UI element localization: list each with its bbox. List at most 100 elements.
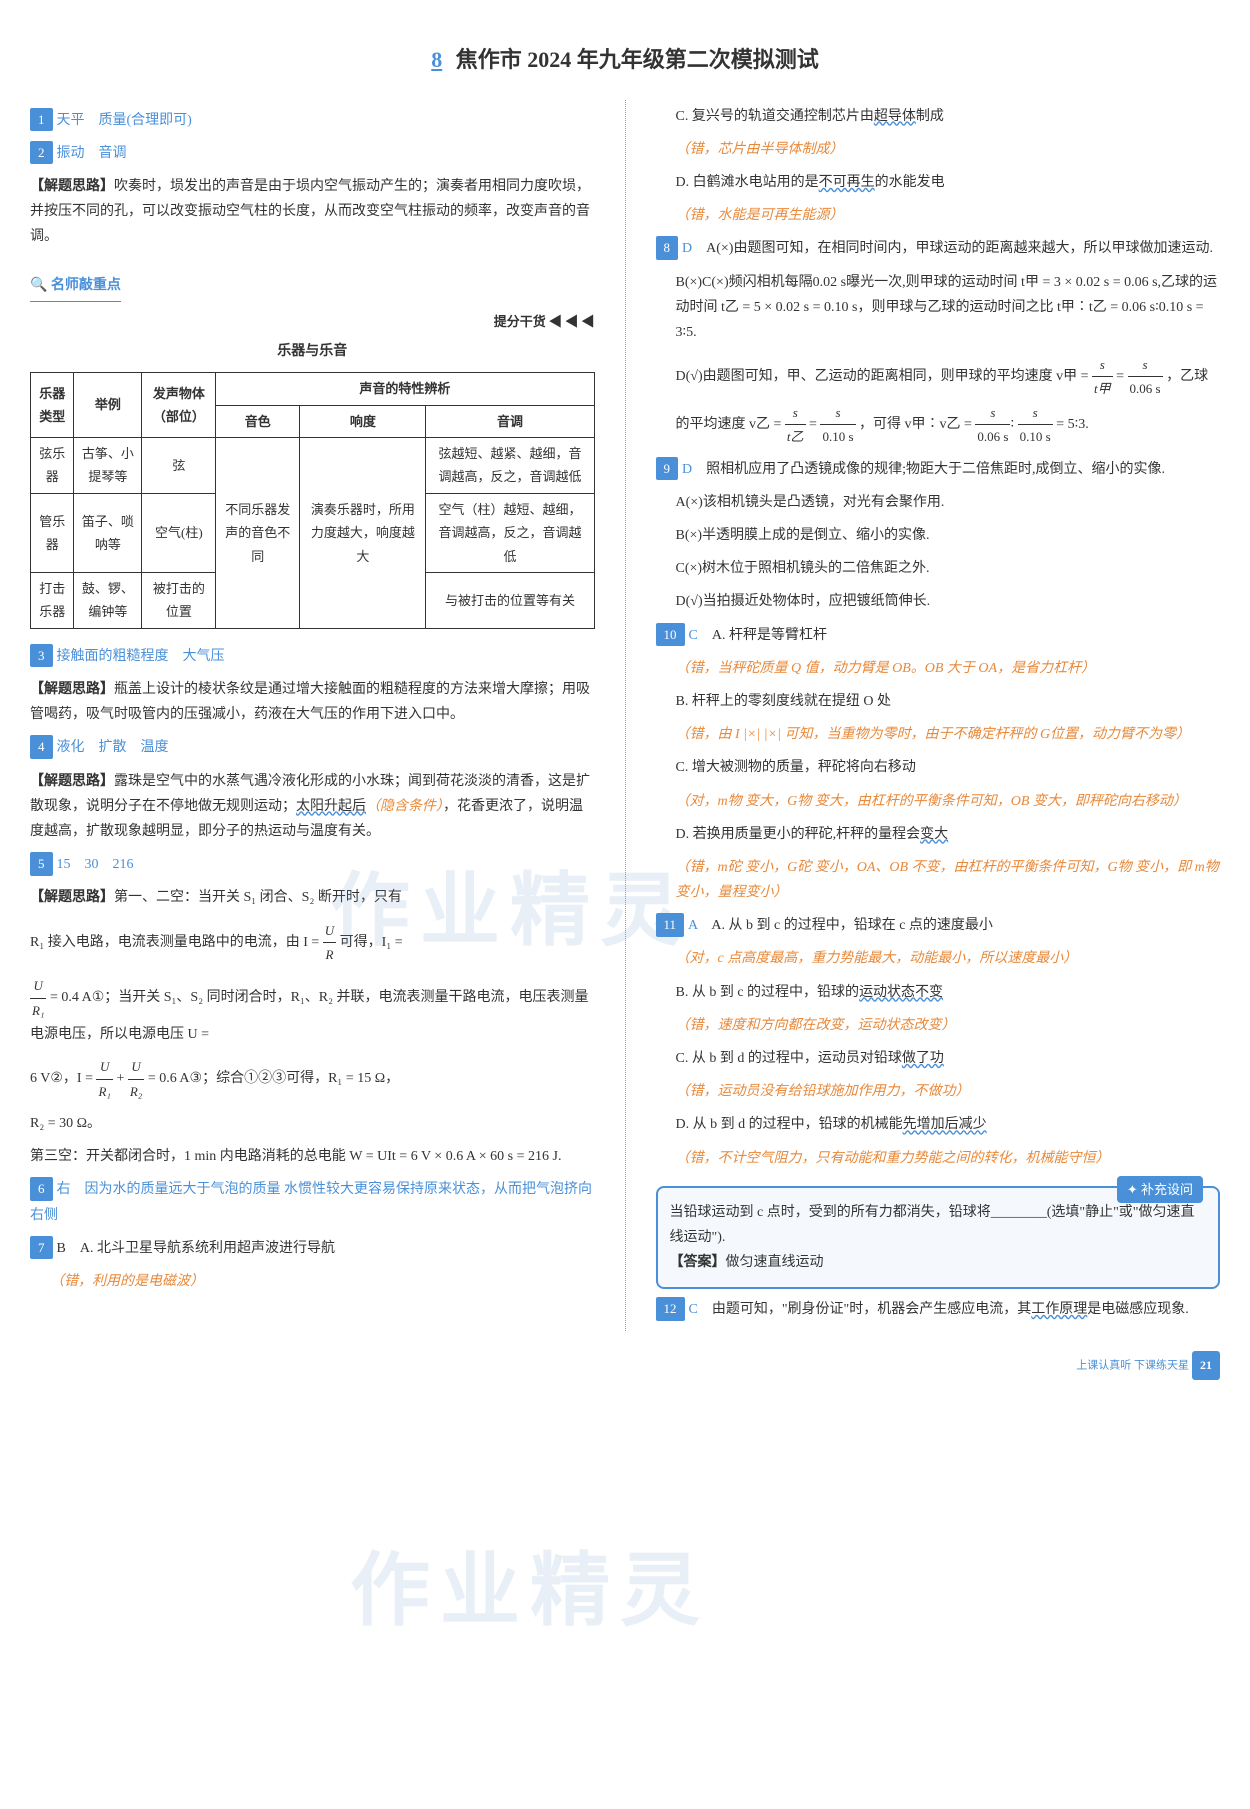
tips-right: 提分干货 ◀ ◀ ◀ xyxy=(30,310,595,333)
column-divider xyxy=(625,100,626,1331)
q4-num: 4 xyxy=(30,735,53,758)
q11-b-u: 运动状态不变 xyxy=(859,985,943,1000)
r3-body: 被打击的位置 xyxy=(142,573,216,629)
r1-type: 弦乐器 xyxy=(31,438,74,494)
q8-d3: ，可得 v甲∶v乙 = xyxy=(859,417,975,432)
q5-frac2: UR₁ xyxy=(30,974,46,1022)
q7c: C. 复兴号的轨道交通控制芯片由 xyxy=(676,109,874,124)
q8-a: A(×)由题图可知，在相同时间内，甲球运动的距离越来越大，所以甲球做加速运动. xyxy=(706,241,1213,256)
q5-p1: 第一、二空：当开关 S₁ 闭合、S₂ 断开时，只有 xyxy=(114,890,402,905)
q11-b-note: （错，速度和方向都在改变，运动状态改变） xyxy=(676,1013,1221,1038)
r2-body: 空气(柱) xyxy=(142,493,216,572)
q11-d: D. 从 b 到 d 的过程中，铅球的机械能 xyxy=(676,1117,903,1132)
q9-a: A(×)该相机镜头是凸透镜，对光有会聚作用. xyxy=(676,490,1221,515)
th-type: 乐器类型 xyxy=(31,373,74,438)
q10-c-note: （对，m物 变大，G物 变大，由杠杆的平衡条件可知，OB 变大，即秤砣向右移动） xyxy=(676,789,1221,814)
q11-b: B. 从 b 到 c 的过程中，铅球的 xyxy=(676,985,860,1000)
q5-ans: 15 30 216 xyxy=(57,857,134,872)
q5-p5: R₂ = 30 Ω。 xyxy=(30,1111,595,1136)
th-analysis: 声音的特性辨析 xyxy=(216,373,594,405)
instrument-table: 乐器类型 举例 发声物体（部位） 声音的特性辨析 音色 响度 音调 弦乐器 古筝… xyxy=(30,372,595,629)
q11-c-note: （错，运动员没有给铅球施加作用力，不做功） xyxy=(676,1079,1221,1104)
supplement-box: ✦ 补充设问 当铅球运动到 c 点时，受到的所有力都消失，铅球将________… xyxy=(656,1186,1221,1290)
q8-ans: D xyxy=(682,241,692,256)
th-pitch: 音调 xyxy=(426,405,594,437)
q4-underline: 太阳升起后 xyxy=(296,799,366,814)
q5-p4c: = 0.6 A③；综合①②③可得，R₁ = 15 Ω， xyxy=(148,1071,399,1086)
q10-c: C. 增大被测物的质量，秤砣将向右移动 xyxy=(676,755,1221,780)
page-footer: 上课认真听 下课练天星 21 xyxy=(30,1351,1220,1381)
r2-type: 管乐器 xyxy=(31,493,74,572)
q9-c: C(×)树木位于照相机镜头的二倍焦距之外. xyxy=(676,556,1221,581)
q2-num: 2 xyxy=(30,141,53,164)
q10-ans: C xyxy=(689,628,698,643)
q8-d4: = 5∶3. xyxy=(1056,417,1089,432)
r1-example: 古筝、小提琴等 xyxy=(74,438,142,494)
q8-f6: s0.10 s xyxy=(1018,401,1053,449)
r-loudness: 演奏乐器时，所用力度越大，响度越大 xyxy=(300,438,426,629)
th-loudness: 响度 xyxy=(300,405,426,437)
q1-num: 1 xyxy=(30,108,53,131)
q4-explain-label: 【解题思路】 xyxy=(30,774,114,789)
title-num: 8 xyxy=(431,47,442,72)
q5-num: 5 xyxy=(30,852,53,875)
q12-u: 工作原理 xyxy=(1031,1302,1087,1317)
page-title: 8 焦作市 2024 年九年级第二次模拟测试 xyxy=(30,40,1220,80)
q9-d: D(√)当拍摄近处物体时，应把镀纸筒伸长. xyxy=(676,589,1221,614)
q8-d1: D(√)由题图可知，甲、乙运动的距离相同，则甲球的平均速度 v甲 = xyxy=(676,369,1093,384)
q7c-u: 超导体 xyxy=(874,109,916,124)
q5-p6: 第三空：开关都闭合时，1 min 内电路消耗的总电能 W = UIt = 6 V… xyxy=(30,1144,595,1169)
q11-d-note: （错，不计空气阻力，只有动能和重力势能之间的转化，机械能守恒） xyxy=(676,1146,1221,1171)
q10-b: B. 杆秤上的零刻度线就在提纽 O 处 xyxy=(676,689,1221,714)
q8-f1: st甲 xyxy=(1092,353,1113,401)
q8-f3: st乙 xyxy=(785,401,806,449)
q4-note: （隐含条件） xyxy=(366,799,443,814)
watermark-2: 作业精灵 xyxy=(350,1520,710,1664)
q5-p2b: 可得，I₁ = xyxy=(340,935,403,950)
q5-p2a: R₁ 接入电路，电流表测量电路中的电流，由 I = xyxy=(30,935,323,950)
th-timbre: 音色 xyxy=(216,405,300,437)
q3-ans: 接触面的粗糙程度 大气压 xyxy=(57,649,225,664)
q8-bc: B(×)C(×)频闪相机每隔0.02 s曝光一次,则甲球的运动时间 t甲 = 3… xyxy=(676,270,1221,346)
sup-ans: 做匀速直线运动 xyxy=(726,1255,824,1270)
q7-ans: B A. 北斗卫星导航系统利用超声波进行导航 xyxy=(57,1241,335,1256)
sup-blank: ________ xyxy=(991,1205,1047,1220)
q3-num: 3 xyxy=(30,644,53,667)
q10-d: D. 若换用质量更小的秤砣,杆秤的量程会 xyxy=(676,827,921,842)
tips-title: 乐器与乐音 xyxy=(30,339,595,364)
q9-intro: 照相机应用了凸透镜成像的规律;物距大于二倍焦距时,成倒立、缩小的实像. xyxy=(706,462,1165,477)
q5-explain-label: 【解题思路】 xyxy=(30,890,114,905)
left-column: 1天平 质量(合理即可) 2振动 音调 【解题思路】吹奏时，埙发出的声音是由于埙… xyxy=(30,100,595,1331)
q8-num: 8 xyxy=(656,236,679,259)
q9-num: 9 xyxy=(656,457,679,480)
q5-frac4: UR₂ xyxy=(128,1055,144,1103)
q10-a: A. 杆秤是等臂杠杆 xyxy=(712,628,827,643)
page-number: 21 xyxy=(1192,1351,1220,1381)
q9-b: B(×)半透明膜上成的是倒立、缩小的实像. xyxy=(676,523,1221,548)
q12-text: 由题可知，"刷身份证"时，机器会产生感应电流，其 xyxy=(712,1302,1031,1317)
q12-end: 是电磁感应现象. xyxy=(1087,1302,1189,1317)
q12-ans: C xyxy=(689,1302,698,1317)
q2-explain-label: 【解题思路】 xyxy=(30,179,114,194)
q10-d-u: 变大 xyxy=(920,827,948,842)
q5-frac1: UR xyxy=(323,919,336,967)
q5-frac3: UR₁ xyxy=(96,1055,112,1103)
title-text: 焦作市 2024 年九年级第二次模拟测试 xyxy=(456,47,819,72)
sup-title: ✦ 补充设问 xyxy=(1117,1176,1203,1203)
th-example: 举例 xyxy=(74,373,142,438)
q10-a-note: （错，当秤砣质量 Q 值，动力臂是 OB。OB 大于 OA，是省力杠杆） xyxy=(676,656,1221,681)
q7d-u: 不可再生 xyxy=(819,175,875,190)
q11-d-u: 先增加后减少 xyxy=(903,1117,987,1132)
q7d-end: 的水能发电 xyxy=(875,175,945,190)
q7d: D. 白鹤滩水电站用的是 xyxy=(676,175,819,190)
r3-example: 鼓、锣、编钟等 xyxy=(74,573,142,629)
r3-pitch: 与被打击的位置等有关 xyxy=(426,573,594,629)
q10-d-note: （错，m砣 变小，G砣 变小，OA、OB 不变，由杠杆的平衡条件可知，G物 变小… xyxy=(676,855,1221,905)
r2-example: 笛子、唢呐等 xyxy=(74,493,142,572)
footer-text: 上课认真听 下课练天星 xyxy=(1076,1359,1189,1371)
q7c-note: （错，芯片由半导体制成） xyxy=(676,137,1221,162)
q1-ans: 天平 质量(合理即可) xyxy=(57,113,192,128)
th-body: 发声物体（部位） xyxy=(142,373,216,438)
q11-c: C. 从 b 到 d 的过程中，运动员对铅球 xyxy=(676,1051,902,1066)
q12-num: 12 xyxy=(656,1297,685,1320)
